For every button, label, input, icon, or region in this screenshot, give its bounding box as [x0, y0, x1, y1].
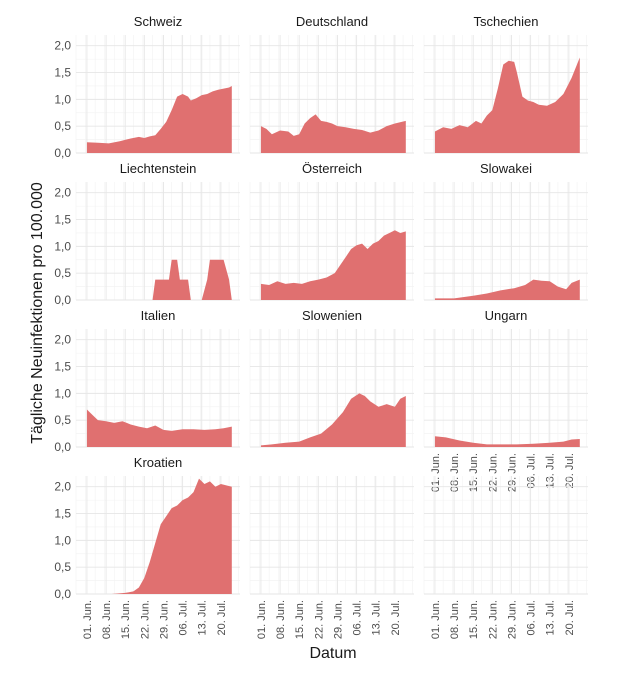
area-series-kroatien [86, 478, 232, 594]
x-axis-title: Datum [309, 645, 356, 662]
panel-deutschland: Deutschland [249, 14, 414, 154]
panel-liechtenstein: Liechtenstein 0,0 0,5 1,0 1,5 2,0 [54, 161, 240, 307]
y-tick-label: 2,0 [54, 480, 71, 494]
x-tick-label: 01. Jun. [430, 600, 442, 639]
y-tick-label: 1,5 [54, 66, 71, 80]
x-tick-label: 01. Jun. [256, 600, 268, 639]
y-tick-label: 1,5 [54, 507, 71, 521]
x-tick-label: 13. Jul. [371, 600, 383, 635]
x-tick-label: 06. Jul. [526, 600, 538, 635]
y-tick-label: 1,0 [54, 533, 71, 547]
y-tick-label: 0,5 [54, 560, 71, 574]
x-tick-label: 15. Jun. [468, 600, 480, 639]
x-tick-label: 15. Jun. [120, 600, 132, 639]
area-series-deutschland [260, 114, 406, 153]
x-tick-label: 29. Jun. [332, 600, 344, 639]
panel-osterreich: Österreich [249, 161, 414, 301]
area-series-italien [86, 409, 232, 447]
panel-italien: Italien 0,0 0,5 1,0 1,5 2,0 [54, 308, 240, 454]
area-series-osterreich [260, 230, 406, 300]
x-tick-label: 29. Jun. [506, 600, 518, 639]
panel-title: Slowenien [302, 308, 362, 323]
panel-ungarn: Ungarn 01. Jun. 08. Jun. 15. Jun. 22. Jun. 29… [423, 308, 588, 492]
panel-empty: 01. Jun. 08. Jun. 15. Jun. 22. Jun. 29. Jun.… [423, 476, 588, 639]
x-tick-label: 13. Jul. [545, 600, 557, 635]
y-tick-label: 1,5 [54, 213, 71, 227]
panel-grid [423, 476, 588, 595]
y-tick-label: 0,5 [54, 413, 71, 427]
panel-grid [75, 329, 240, 448]
x-tick-label: 08. Jun. [275, 600, 287, 639]
x-tick-label: 08. Jun. [449, 600, 461, 639]
y-tick-label: 2,0 [54, 186, 71, 200]
x-tick-label: 15. Jun. [294, 600, 306, 639]
y-tick-label: 2,0 [54, 39, 71, 53]
panel-title: Deutschland [296, 14, 368, 29]
x-tick-label: 22. Jun. [487, 453, 499, 492]
panel-title: Tschechien [473, 14, 538, 29]
y-tick-label: 1,5 [54, 360, 71, 374]
y-tick-label: 0,5 [54, 119, 71, 133]
area-series-tschechien [434, 57, 580, 153]
panel-schweiz: Schweiz 0,0 0,5 1,0 1,5 2,0 [54, 14, 240, 160]
y-tick-label: 0,0 [54, 293, 71, 307]
y-tick-label: 1,0 [54, 239, 71, 253]
panel-title: Schweiz [134, 14, 182, 29]
y-axis-title: Tägliche Neuinfektionen pro 100.000 [29, 182, 46, 444]
x-tick-label: 08. Jun. [101, 600, 113, 639]
panel-title: Italien [141, 308, 176, 323]
y-tick-label: 1,0 [54, 386, 71, 400]
y-tick-label: 0,0 [54, 587, 71, 601]
x-tick-label: 01. Jun. [430, 453, 442, 492]
x-tick-label: 13. Jul. [197, 600, 209, 635]
facet-panels: Schweiz 0,0 0,5 1,0 1,5 2,0 Deutschland Tschech… [54, 14, 588, 639]
y-tick-label: 0,5 [54, 266, 71, 280]
y-tick-label: 2,0 [54, 333, 71, 347]
x-tick-label: 20. Jul. [564, 600, 576, 635]
x-tick-label: 13. Jul. [545, 453, 557, 488]
area-series-slowakei [434, 279, 580, 300]
panel-slowakei: Slowakei [423, 161, 588, 301]
panel-tschechien: Tschechien [423, 14, 588, 154]
x-tick-label: 29. Jun. [506, 453, 518, 492]
x-tick-label: 06. Jul. [352, 600, 364, 635]
panel-grid [423, 182, 588, 301]
x-tick-label: 22. Jun. [313, 600, 325, 639]
x-tick-label: 29. Jun. [158, 600, 170, 639]
panel-kroatien: Kroatien 0,0 0,5 1,0 1,5 2,0 01. Jun. 08. Jun. 1… [54, 455, 240, 639]
y-tick-label: 0,0 [54, 146, 71, 160]
x-tick-label: 22. Jun. [139, 600, 151, 639]
x-tick-label: 15. Jun. [468, 453, 480, 492]
x-tick-label: 20. Jul. [390, 600, 402, 635]
panel-slowenien: Slowenien [249, 308, 414, 448]
panel-title: Kroatien [134, 455, 182, 470]
x-tick-label: 20. Jul. [564, 453, 576, 488]
x-tick-label: 01. Jun. [82, 600, 94, 639]
panel-grid [249, 476, 414, 595]
x-tick-label: 08. Jun. [449, 453, 461, 492]
panel-empty: 01. Jun. 08. Jun. 15. Jun. 22. Jun. 29. Jun.… [249, 476, 414, 639]
panel-title: Ungarn [485, 308, 528, 323]
panel-grid [423, 329, 588, 448]
x-tick-label: 06. Jul. [526, 453, 538, 488]
area-series-ungarn [434, 436, 580, 447]
x-tick-label: 20. Jul. [216, 600, 228, 635]
y-tick-label: 1,0 [54, 92, 71, 106]
panel-title: Liechtenstein [120, 161, 197, 176]
panel-title: Slowakei [480, 161, 532, 176]
x-tick-label: 06. Jul. [178, 600, 190, 635]
panel-title: Österreich [302, 161, 362, 176]
area-series-liechtenstein [86, 259, 232, 300]
x-tick-label: 22. Jun. [487, 600, 499, 639]
y-tick-label: 0,0 [54, 440, 71, 454]
area-series-slowenien [260, 393, 406, 447]
area-series-schweiz [86, 85, 232, 153]
